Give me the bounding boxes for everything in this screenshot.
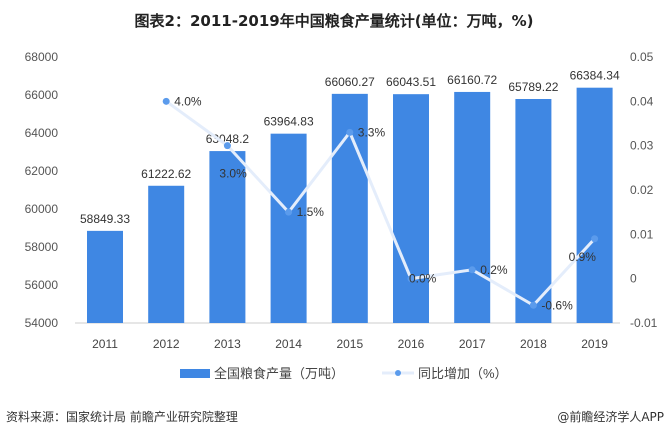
bar-data-label: 66043.51 xyxy=(386,75,436,89)
y-right-tick-label: 0.02 xyxy=(630,183,654,197)
bar-data-label: 65789.22 xyxy=(508,80,558,94)
line-point xyxy=(591,235,599,243)
bar xyxy=(576,87,613,323)
line-point xyxy=(529,301,537,309)
x-tick-label: 2016 xyxy=(398,337,425,351)
y-right-tick-label: 0.01 xyxy=(630,227,654,241)
line-data-label: -0.6% xyxy=(541,298,573,312)
x-tick-label: 2017 xyxy=(459,337,486,351)
bar-data-label: 63964.83 xyxy=(264,115,314,129)
y-right-tick-label: 0 xyxy=(630,272,637,286)
legend-line-label: 同比增加（%） xyxy=(418,366,508,381)
chart-title: 图表2：2011-2019年中国粮食产量统计(单位：万吨，%) xyxy=(134,12,534,30)
x-tick-label: 2013 xyxy=(214,337,241,351)
bar xyxy=(209,151,246,323)
line-data-label: 3.0% xyxy=(219,167,247,181)
y-right-tick-label: -0.01 xyxy=(630,316,658,330)
y-left-tick-label: 54000 xyxy=(25,316,59,330)
x-tick-label: 2015 xyxy=(336,337,363,351)
line-point xyxy=(285,208,293,216)
line-data-label: 0.2% xyxy=(480,263,508,277)
y-left-tick-label: 58000 xyxy=(25,240,59,254)
y-left-tick-label: 66000 xyxy=(25,88,59,102)
bar xyxy=(393,94,429,323)
legend-line-marker xyxy=(395,370,401,376)
x-tick-label: 2019 xyxy=(581,337,608,351)
x-tick-label: 2014 xyxy=(275,337,302,351)
y-left-tick-label: 62000 xyxy=(25,164,59,178)
y-right-tick-label: 0.04 xyxy=(630,94,654,108)
bar xyxy=(270,133,307,323)
line-point xyxy=(468,266,476,274)
y-right-tick-label: 0.05 xyxy=(630,50,654,64)
y-left-tick-label: 68000 xyxy=(25,50,59,64)
line-point xyxy=(346,128,354,136)
bar xyxy=(87,230,123,323)
bar-data-label: 66060.27 xyxy=(325,75,375,89)
y-right-tick-label: 0.03 xyxy=(630,139,654,153)
bar-data-label: 66384.34 xyxy=(570,69,620,83)
x-tick-label: 2018 xyxy=(520,337,547,351)
x-tick-label: 2012 xyxy=(153,337,180,351)
legend-bar-label: 全国粮食产量（万吨） xyxy=(214,366,344,381)
y-left-tick-label: 60000 xyxy=(25,202,59,216)
bar-data-label: 63048.2 xyxy=(206,132,250,146)
x-tick-label: 2011 xyxy=(92,337,118,351)
line-point xyxy=(223,142,231,150)
chart: 54000 56000 58000 60000 62000 64000 66000 68000… xyxy=(25,50,658,381)
bar-data-label: 61222.62 xyxy=(141,167,191,181)
credit: @前瞻经济学人APP xyxy=(557,410,664,424)
line-data-label: 1.5% xyxy=(297,205,325,219)
line-series xyxy=(165,100,596,308)
bar-data-label: 66160.72 xyxy=(447,73,497,87)
bar xyxy=(148,185,185,323)
source-note: 资料来源：国家统计局 前瞻产业研究院整理 xyxy=(6,410,238,424)
line-data-label: 4.0% xyxy=(174,94,202,108)
y-left-tick-label: 64000 xyxy=(25,126,59,140)
line-data-label: 0.0% xyxy=(409,272,437,286)
bar xyxy=(515,99,552,323)
line-point xyxy=(407,275,415,283)
y-left-tick-label: 56000 xyxy=(25,278,59,292)
line-data-label: 3.3% xyxy=(358,125,386,139)
line-point xyxy=(162,97,170,105)
bar xyxy=(454,91,491,323)
line-data-label: 0.9% xyxy=(569,250,597,264)
bar-data-label: 58849.33 xyxy=(80,212,130,226)
legend-bar-swatch xyxy=(180,369,210,378)
